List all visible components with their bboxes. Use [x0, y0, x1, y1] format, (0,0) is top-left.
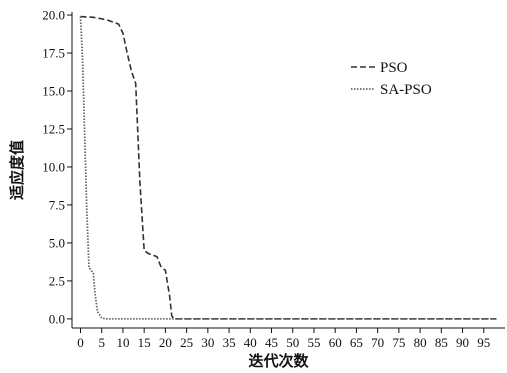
y-tick-label: 12.5	[42, 121, 65, 136]
x-tick-label: 65	[350, 335, 363, 350]
x-tick-label: 15	[138, 335, 151, 350]
x-tick-label: 35	[223, 335, 236, 350]
y-tick-label: 20.0	[42, 8, 65, 23]
x-tick-label: 0	[77, 335, 84, 350]
y-tick-label: 0.0	[49, 311, 65, 326]
x-tick-label: 55	[307, 335, 320, 350]
y-tick-label: 5.0	[49, 235, 65, 250]
axes-layer	[71, 12, 505, 329]
legend-label: SA-PSO	[380, 82, 432, 98]
x-tick-label: 75	[392, 335, 405, 350]
x-tick-label: 5	[98, 335, 105, 350]
x-tick-label: 30	[201, 335, 214, 350]
series-line-pso	[80, 15, 497, 320]
y-tick-label: 17.5	[42, 46, 65, 61]
x-tick-label: 10	[116, 335, 129, 350]
x-tick-label: 50	[286, 335, 299, 350]
x-tick-label: 40	[244, 335, 257, 350]
x-axis-title: 迭代次数	[248, 352, 309, 370]
y-axis-title: 适应度值	[8, 140, 26, 200]
series-layer	[79, 15, 497, 320]
x-tick-label: 95	[477, 335, 490, 350]
ticks-layer: 0.0 2.5 5.0 7.5 10.0 12.5 15.0 17.5 20.0 0 5 10 15 20…	[42, 8, 490, 350]
x-tick-label: 80	[414, 335, 427, 350]
x-tick-label: 70	[371, 335, 384, 350]
y-tick-label: 7.5	[49, 197, 65, 212]
x-tick-label: 90	[456, 335, 469, 350]
y-tick-label: 15.0	[42, 84, 65, 99]
x-tick-label: 45	[265, 335, 278, 350]
series-line-sa-pso	[79, 16, 497, 320]
x-tick-label: 85	[435, 335, 448, 350]
x-tick-label: 20	[159, 335, 172, 350]
legend: PSO SA-PSO	[351, 60, 432, 98]
y-tick-label: 10.0	[42, 159, 65, 174]
x-tick-label: 60	[329, 335, 342, 350]
y-tick-label: 2.5	[49, 273, 65, 288]
legend-label: PSO	[380, 60, 408, 76]
x-tick-label: 25	[180, 335, 193, 350]
